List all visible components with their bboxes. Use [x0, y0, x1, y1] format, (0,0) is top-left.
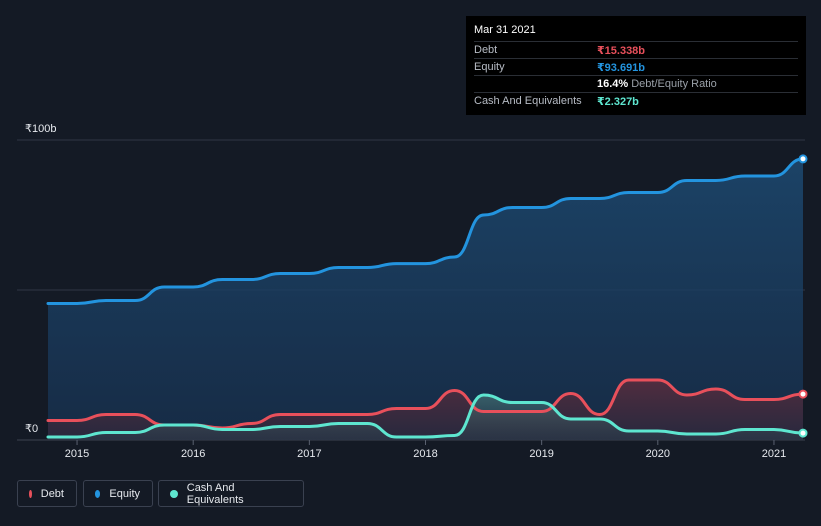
tooltip-cash-row: Cash And Equivalents ₹2.327b: [474, 92, 798, 109]
x-tick-label-2020: 2020: [646, 448, 670, 460]
legend-debt-dot: [29, 489, 32, 498]
tooltip-debt-label: Debt: [474, 44, 498, 56]
tooltip-debt-value: ₹15.338b: [597, 44, 646, 57]
debt-endpoint: [798, 389, 808, 399]
x-tick-label-2019: 2019: [529, 448, 553, 460]
equity-area: [48, 158, 803, 440]
tooltip-ratio-label: Debt/Equity Ratio: [631, 78, 717, 90]
x-tick-label-2017: 2017: [297, 448, 321, 460]
legend-cash-dot: [170, 489, 178, 498]
legend-equity-label: Equity: [109, 487, 140, 500]
cash-line: [46, 393, 805, 439]
tooltip-ratio-value: 16.4%: [597, 78, 629, 90]
tooltip-debt-row: Debt ₹15.338b: [474, 41, 798, 58]
x-tick-label-2021: 2021: [762, 448, 786, 460]
y-axis-top-label: ₹100b: [25, 123, 57, 135]
equity-endpoint: [798, 154, 808, 164]
tooltip-cash-value: ₹2.327b: [597, 95, 639, 108]
tooltip-equity-value: ₹93.691b: [597, 61, 646, 74]
cash-area: [48, 395, 803, 440]
tooltip-ratio-row: 16.4% Debt/Equity Ratio: [474, 75, 798, 92]
legend-cash[interactable]: Cash And Equivalents: [158, 480, 304, 507]
x-tick-label-2018: 2018: [413, 448, 437, 460]
equity-line: [46, 157, 805, 305]
x-tick-label-2016: 2016: [181, 448, 205, 460]
y-axis-zero-label: ₹0: [25, 423, 39, 435]
legend-equity-dot: [95, 489, 101, 498]
x-tick-label-2015: 2015: [65, 448, 89, 460]
legend-debt-label: Debt: [40, 487, 64, 500]
tooltip-cash-label: Cash And Equivalents: [474, 95, 582, 107]
cash-endpoint: [798, 428, 808, 438]
tooltip-date: Mar 31 2021: [474, 24, 536, 36]
legend-debt[interactable]: Debt: [17, 480, 77, 507]
legend-equity[interactable]: Equity: [83, 480, 153, 507]
tooltip-equity-row: Equity ₹93.691b: [474, 58, 798, 75]
tooltip-equity-label: Equity: [474, 61, 505, 73]
legend-cash-label: Cash And Equivalents: [186, 481, 244, 506]
chart-tooltip: Mar 31 2021 Debt ₹15.338b Equity ₹93.691…: [466, 16, 806, 115]
